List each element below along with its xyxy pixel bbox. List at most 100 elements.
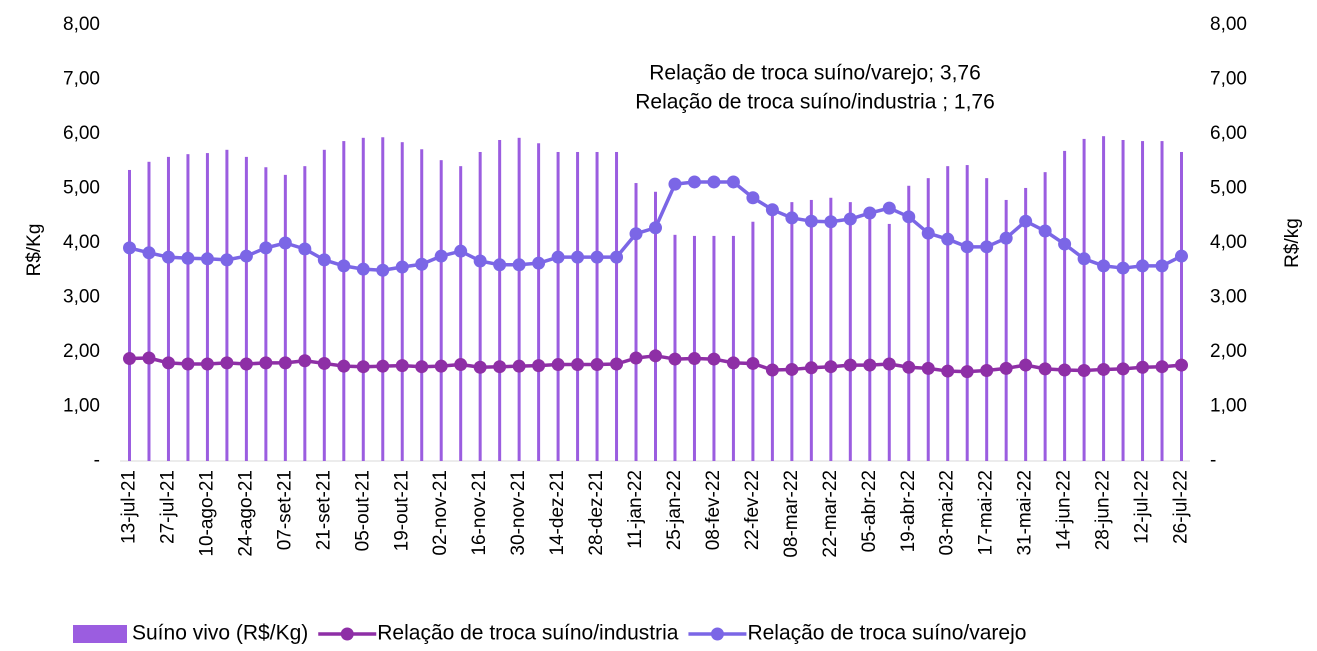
- point: [317, 253, 331, 267]
- point: [649, 221, 662, 235]
- bar: [965, 165, 969, 461]
- bar: [907, 185, 911, 461]
- point: [161, 356, 175, 370]
- point: [551, 250, 565, 264]
- y2-tick-label: 3,00: [1210, 287, 1247, 308]
- y-tick-label: 5,00: [63, 178, 100, 199]
- point: [454, 244, 468, 258]
- point: [1136, 360, 1150, 374]
- x-tick-label: 25-jan-22: [664, 470, 685, 550]
- bar: [985, 178, 989, 461]
- x-tick-label: 26-jul-22: [1171, 470, 1192, 544]
- bar: [478, 151, 482, 462]
- bar: [556, 151, 560, 462]
- point: [882, 357, 896, 371]
- bar: [1160, 141, 1164, 461]
- point: [629, 351, 643, 365]
- point: [415, 360, 429, 374]
- x-tick-label: 11-jan-22: [625, 470, 646, 549]
- y-tick-label: -: [94, 450, 100, 471]
- point: [571, 358, 585, 372]
- point: [863, 358, 877, 372]
- x-tick-label: 22-mar-22: [820, 470, 841, 558]
- point: [493, 360, 507, 374]
- point: [687, 175, 701, 189]
- point: [1038, 362, 1052, 376]
- point: [941, 232, 955, 246]
- point: [960, 365, 974, 379]
- point: [532, 256, 546, 270]
- point: [1116, 261, 1130, 275]
- point: [239, 357, 253, 371]
- x-tick-label: 28-jun-22: [1093, 470, 1114, 550]
- bar: [537, 143, 541, 461]
- point: [220, 356, 234, 370]
- point: [746, 191, 760, 205]
- point: [512, 359, 526, 373]
- bar: [1180, 151, 1183, 462]
- point: [337, 359, 351, 373]
- bar: [128, 169, 131, 461]
- bar: [400, 142, 404, 462]
- bar: [283, 174, 287, 461]
- point: [395, 359, 409, 373]
- bar: [829, 197, 833, 461]
- bar: [751, 221, 755, 461]
- bar: [1082, 138, 1086, 461]
- point: [843, 212, 857, 226]
- bar: [712, 235, 716, 461]
- point: [1058, 363, 1072, 377]
- bar: [634, 183, 638, 462]
- bar: [244, 156, 248, 461]
- point: [726, 356, 740, 370]
- bar: [361, 137, 365, 461]
- point: [726, 175, 740, 189]
- point: [902, 360, 916, 374]
- y2-tick-label: -: [1210, 450, 1216, 471]
- point: [278, 236, 292, 250]
- y-tick-label: 6,00: [63, 123, 100, 144]
- point: [629, 227, 643, 241]
- point: [356, 360, 370, 374]
- x-tick-label: 14-dez-21: [547, 470, 568, 556]
- bar: [731, 235, 735, 461]
- bar: [790, 202, 794, 461]
- point: [610, 250, 624, 264]
- point: [804, 361, 818, 375]
- bar: [1121, 139, 1125, 461]
- y2-tick-label: 4,00: [1210, 232, 1247, 253]
- y2-tick-label: 2,00: [1210, 341, 1247, 362]
- point: [1097, 259, 1111, 273]
- point: [1116, 362, 1130, 376]
- point: [785, 211, 799, 225]
- bar: [1102, 136, 1106, 461]
- x-tick-label: 27-jul-21: [157, 470, 178, 544]
- bar: [322, 149, 326, 461]
- legend-label: Suíno vivo (R$/Kg): [132, 622, 308, 645]
- point: [882, 201, 896, 215]
- point: [980, 240, 994, 254]
- x-tick-label: 08-fev-22: [703, 470, 724, 550]
- point: [181, 357, 195, 371]
- x-tick-label: 31-mai-22: [1015, 470, 1036, 556]
- point: [902, 210, 916, 224]
- x-tick-label: 02-nov-21: [430, 470, 451, 556]
- bar: [868, 211, 872, 461]
- point: [765, 203, 779, 217]
- point: [921, 361, 935, 375]
- y2-axis-label: R$/kg: [1282, 218, 1303, 268]
- point: [980, 364, 994, 378]
- bar: [1024, 187, 1028, 461]
- bar: [926, 178, 930, 461]
- point: [181, 251, 195, 265]
- point: [804, 214, 818, 228]
- point: [376, 263, 390, 277]
- x-tick-label: 05-out-21: [352, 470, 373, 551]
- annotation: Relação de troca suíno/varejo; 3,76: [649, 62, 981, 85]
- y2-tick-label: 1,00: [1210, 396, 1247, 417]
- x-tick-label: 10-ago-21: [196, 470, 217, 557]
- point: [1136, 259, 1150, 273]
- bar: [264, 167, 268, 461]
- x-tick-label: 03-mai-22: [937, 470, 958, 556]
- point: [668, 177, 682, 191]
